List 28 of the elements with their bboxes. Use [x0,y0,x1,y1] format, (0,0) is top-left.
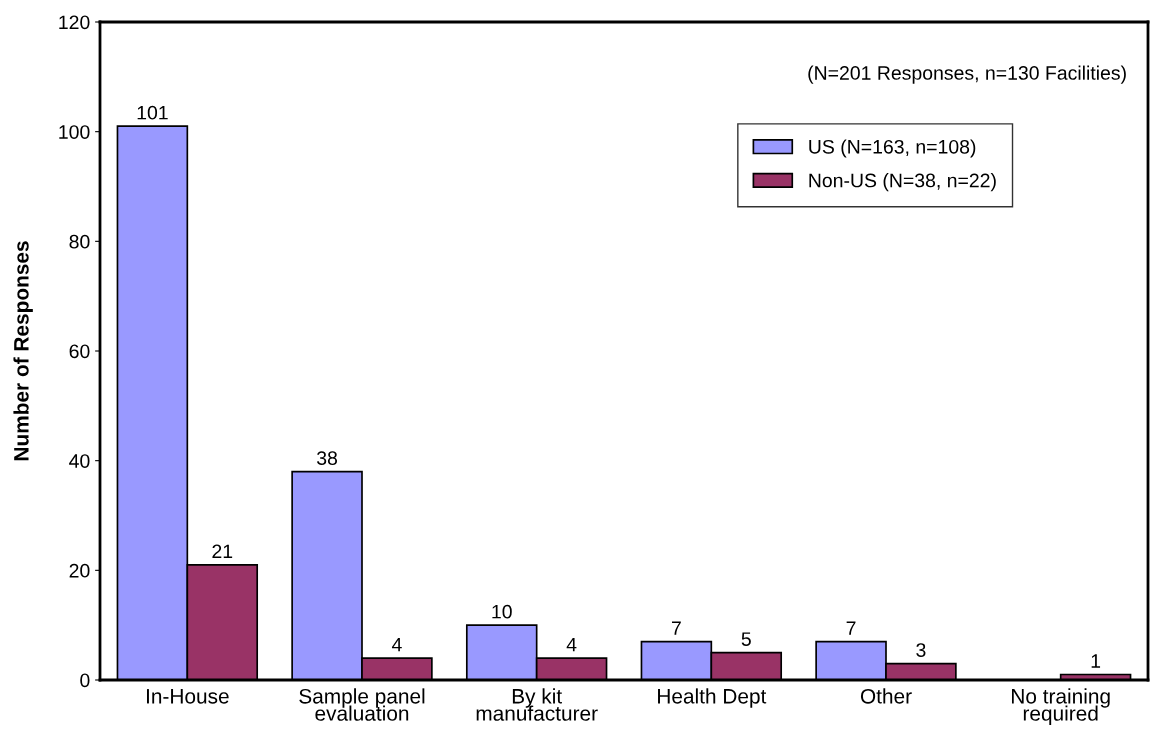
data-label: 21 [212,544,233,559]
y-tick-label: 100 [59,125,90,139]
y-axis-title: Number of Responses [13,241,33,461]
data-label: 3 [916,643,926,657]
y-tick-label: 60 [69,344,90,359]
data-label: 4 [391,637,402,652]
y-tick-label: 0 [80,673,90,688]
y-tick-label: 40 [69,454,90,468]
x-tick-label: No training required [1012,688,1110,725]
legend-label: US (N=163, n=108) [809,139,976,158]
data-label: 10 [492,604,512,619]
x-tick-label: Sample panel evaluation [299,688,425,721]
y-tick-label: 20 [69,563,90,578]
y-tick-label: 80 [69,234,90,249]
y-tick-label: 120 [59,15,90,30]
x-tick-label: By kit manufacturer [476,688,598,721]
data-label: 1 [1091,654,1101,668]
x-tick-label: Other [860,688,912,704]
x-tick-label: In-House [146,689,229,704]
data-label: 7 [846,621,856,635]
data-label: 7 [671,621,681,635]
data-label: 4 [566,637,577,652]
data-label: 101 [137,105,168,120]
x-tick-label: Health Dept [658,688,767,708]
legend-label: Non-US (N=38, n=22) [809,173,996,192]
data-label: 5 [741,632,751,646]
annotation: (N=201 Responses, n=130 Facilities) [808,65,1126,84]
data-label: 38 [317,451,338,466]
